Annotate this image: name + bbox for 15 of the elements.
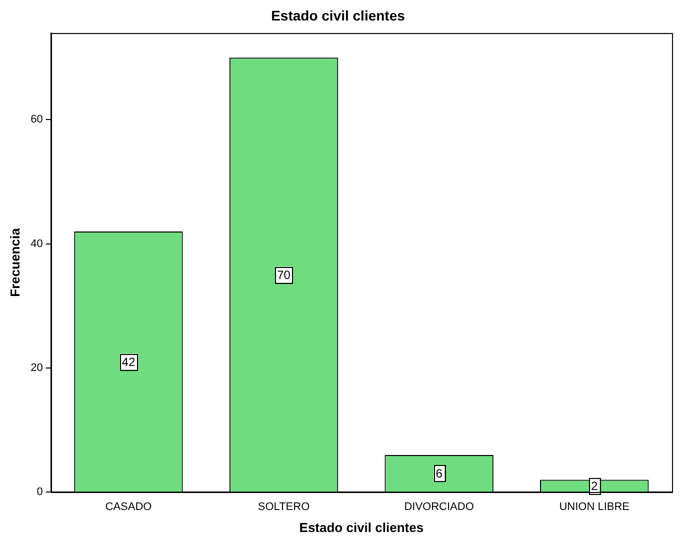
y-tick-label: 0 [36,486,43,498]
y-tick-label: 20 [30,362,43,374]
data-label: 42 [122,354,136,369]
data-label: 2 [591,479,598,494]
x-tick-label: DIVORCIADO [404,500,474,513]
data-label: 6 [436,466,443,481]
chart-title: Estado civil clientes [271,7,406,24]
x-axis-title: Estado civil clientes [299,520,424,535]
y-axis-title: Frecuencia [7,227,22,297]
x-tick-label: SOLTERO [258,500,310,513]
x-tick-label: UNION LIBRE [559,500,630,513]
x-tick-label: CASADO [105,500,152,513]
y-tick-label: 40 [30,238,43,250]
data-label: 70 [277,268,291,282]
y-tick-label: 60 [30,114,43,126]
